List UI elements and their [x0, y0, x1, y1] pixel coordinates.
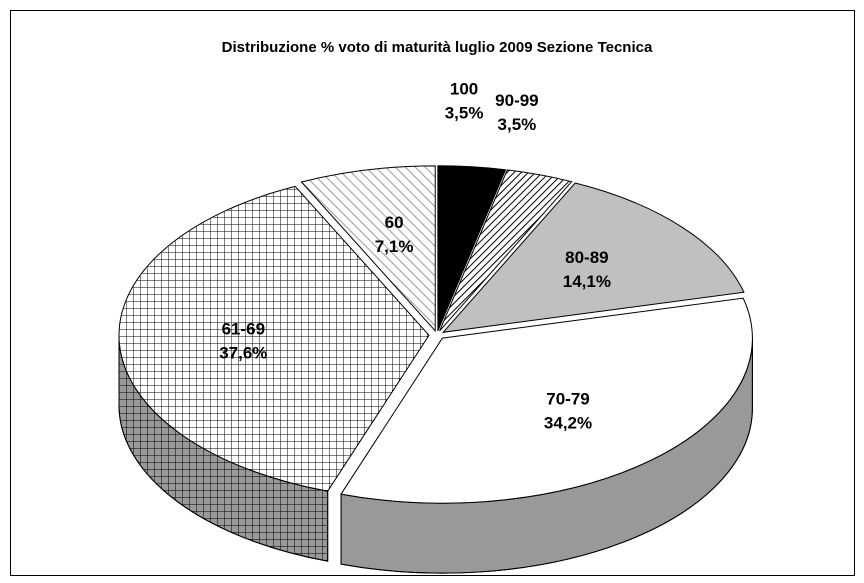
slice [437, 165, 507, 331]
slice-value-label: 3,5% [498, 115, 537, 134]
slice-value-label: 7,1% [375, 237, 414, 256]
slice-value-label: 34,2% [544, 414, 592, 433]
slice [439, 169, 573, 332]
slice [118, 185, 430, 492]
slice-value-label: 14,1% [563, 272, 611, 291]
slice-label: 60 [385, 213, 404, 232]
chart-title: Distribuzione % voto di maturità luglio … [222, 39, 653, 56]
slice-value-label: 37,6% [219, 343, 267, 362]
slice [441, 182, 745, 333]
slice-label: 90-99 [495, 91, 538, 110]
slice-label: 80-89 [565, 248, 608, 267]
slice-label: 61-69 [222, 319, 265, 338]
slice-value-label: 3,5% [445, 104, 484, 123]
slice [300, 165, 436, 333]
slice-label: 70-79 [546, 390, 589, 409]
slice [340, 297, 753, 504]
slice-label: 100 [450, 80, 478, 99]
